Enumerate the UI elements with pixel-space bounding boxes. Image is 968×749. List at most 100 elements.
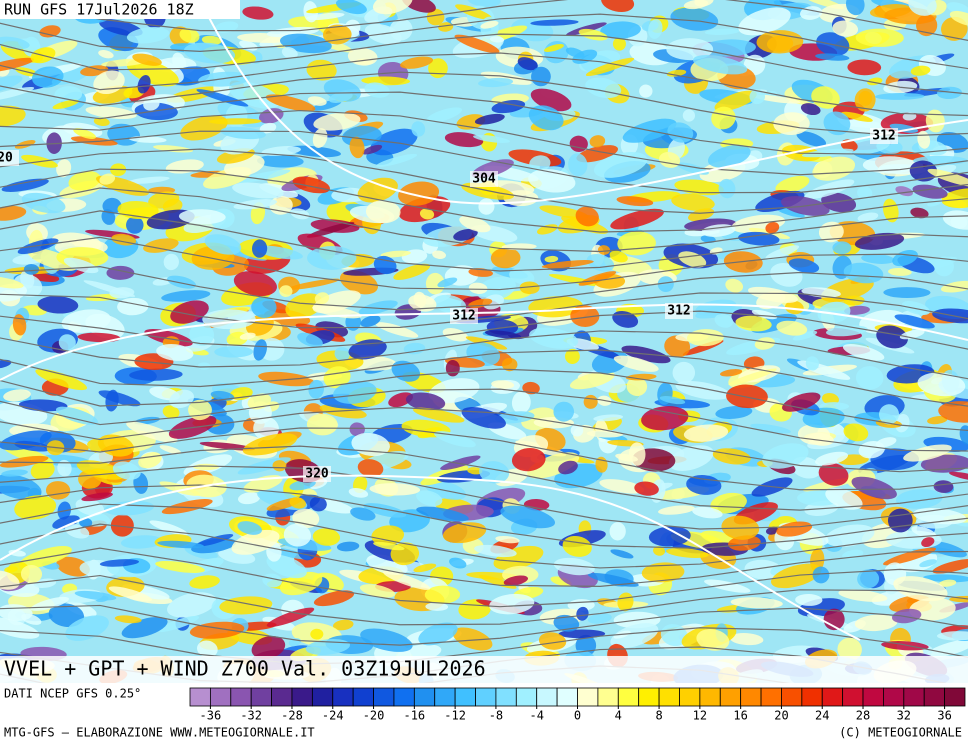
colorbar-swatch [760, 687, 782, 707]
field-patch [811, 86, 840, 109]
field-patch [626, 376, 648, 397]
field-patch [398, 181, 440, 206]
field-patch [365, 200, 401, 224]
field-patch [903, 444, 952, 462]
field-patch [704, 28, 740, 35]
run-box [0, 0, 240, 19]
field-patch [369, 483, 421, 496]
field-patch [467, 0, 501, 7]
contour-label-box [870, 128, 898, 144]
field-patch [538, 632, 567, 650]
field-patch [891, 608, 922, 624]
field-patch [854, 614, 898, 632]
field-patch [612, 37, 626, 51]
field-patch [411, 121, 426, 137]
field-patch [776, 521, 813, 537]
field-patch [711, 106, 736, 130]
field-patch [292, 176, 331, 194]
field-patch [220, 126, 266, 140]
colorbar-tick-label: 20 [774, 709, 788, 723]
field-patch [389, 18, 413, 41]
colorbar-swatch [679, 687, 701, 707]
colorbar-swatch [434, 687, 456, 707]
colorbar-tick-label: -36 [200, 709, 222, 723]
field-patch [704, 579, 751, 593]
field-patch [754, 337, 776, 350]
field-patch [195, 534, 234, 547]
field-patch [841, 111, 873, 122]
field-patch [313, 590, 355, 607]
field-patch [600, 21, 641, 39]
field-patch [858, 440, 885, 459]
field-patch [39, 25, 61, 38]
field-patch [558, 460, 578, 475]
field-patch [37, 296, 79, 314]
field-patch [432, 250, 446, 259]
field-patch [0, 105, 26, 127]
field-patch [693, 55, 748, 75]
field-patch [792, 330, 818, 341]
streamline [0, 71, 968, 137]
field-patch [68, 170, 101, 191]
field-patch [921, 537, 935, 548]
field-patch [14, 495, 57, 520]
field-patch [876, 325, 908, 349]
field-patch [402, 0, 436, 13]
field-patch [242, 433, 298, 456]
field-patch [371, 525, 405, 546]
field-patch [938, 401, 968, 423]
colorbar-swatch [638, 687, 660, 707]
field-patch [480, 20, 499, 29]
field-patch [258, 371, 314, 387]
field-patch [388, 392, 413, 408]
field-patch [625, 373, 657, 381]
streamline [0, 266, 968, 311]
colorbar-swatch [781, 687, 803, 707]
colorbar-swatch [475, 687, 497, 707]
colorbar-swatch [189, 687, 211, 707]
field-patch [189, 575, 220, 589]
field-patch [932, 558, 968, 574]
field-patch [923, 574, 968, 583]
field-patch [593, 151, 648, 178]
run-label: RUN GFS 17Jul2026 18Z [4, 1, 194, 19]
field-patch [735, 315, 772, 332]
field-patch [544, 255, 559, 263]
field-patch [349, 136, 365, 159]
field-patch [609, 522, 626, 541]
field-patch [424, 585, 461, 604]
streamline [0, 604, 968, 646]
colorbar-swatch [903, 687, 925, 707]
field-patch [408, 294, 437, 312]
title-box [0, 656, 968, 683]
field-patch [0, 359, 12, 369]
field-patch [854, 232, 905, 250]
field-patch [522, 381, 540, 395]
colorbar-tick-label: 28 [856, 709, 870, 723]
field-patch [162, 405, 180, 419]
colorbar-swatch [821, 687, 844, 707]
field-patch [845, 0, 865, 16]
field-patch [479, 461, 510, 484]
field-patch [253, 339, 267, 361]
field-patch [425, 602, 449, 611]
field-patch [306, 413, 338, 436]
field-patch [362, 144, 383, 155]
contour-label: 304 [472, 172, 496, 187]
field-patch [93, 117, 110, 127]
field-patch [153, 145, 194, 153]
field-patch [196, 640, 218, 658]
field-patch [601, 0, 635, 13]
field-patch [375, 322, 419, 338]
field-patch [98, 50, 114, 59]
field-patch [942, 210, 968, 230]
field-patch [255, 245, 303, 260]
field-patch [657, 276, 674, 292]
field-patch [785, 300, 804, 315]
field-patch [550, 576, 572, 587]
field-patch [814, 451, 849, 466]
field-patch [454, 34, 500, 54]
copyright-label: (C) METEOGIORNALE [839, 726, 962, 740]
field-patch [519, 281, 540, 295]
field-patch [490, 247, 521, 269]
